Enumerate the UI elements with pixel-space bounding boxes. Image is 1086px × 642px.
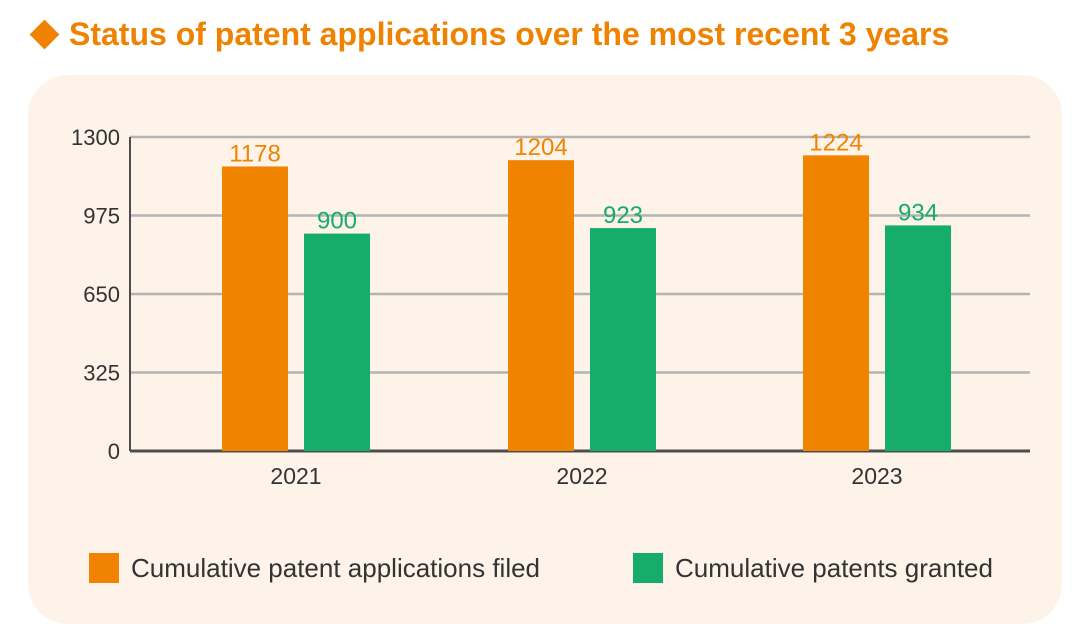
header: Status of patent applications over the m… [28,10,949,58]
x-tick-label: 2022 [556,463,607,489]
data-label-granted: 934 [898,199,938,226]
y-tick-label: 1300 [71,125,120,150]
bar-granted [885,225,951,451]
x-tick-label: 2021 [270,463,321,489]
data-label-granted: 923 [603,202,643,229]
bar-granted [590,228,656,451]
bar-filed [222,166,288,451]
data-label-granted: 900 [317,208,357,235]
y-tick-label: 325 [83,361,120,386]
y-tick-label: 650 [83,282,120,307]
label-layer: 2021 1178 900 2022 1204 923 2023 1224 934 [229,129,938,489]
y-tick-label: 975 [83,204,120,229]
page-title: Status of patent applications over the m… [69,15,950,52]
legend-label-filed: Cumulative patent applications filed [131,552,541,583]
bar-filed [803,155,869,451]
legend-label-granted: Cumulative patents granted [675,552,993,583]
bar-layer [222,155,951,452]
x-tick-label: 2023 [851,463,902,489]
bar-filed [508,160,574,452]
data-label-filed: 1178 [229,140,281,167]
data-label-filed: 1204 [514,134,567,161]
legend-swatch-filed [89,553,119,583]
bar-granted [304,233,370,451]
legend-swatch-granted [633,553,663,583]
data-label-filed: 1224 [809,129,862,156]
legend-item-granted: Cumulative patents granted [633,550,993,586]
legend-item-filed: Cumulative patent applications filed [89,550,540,586]
y-tick-label: 0 [108,439,120,464]
